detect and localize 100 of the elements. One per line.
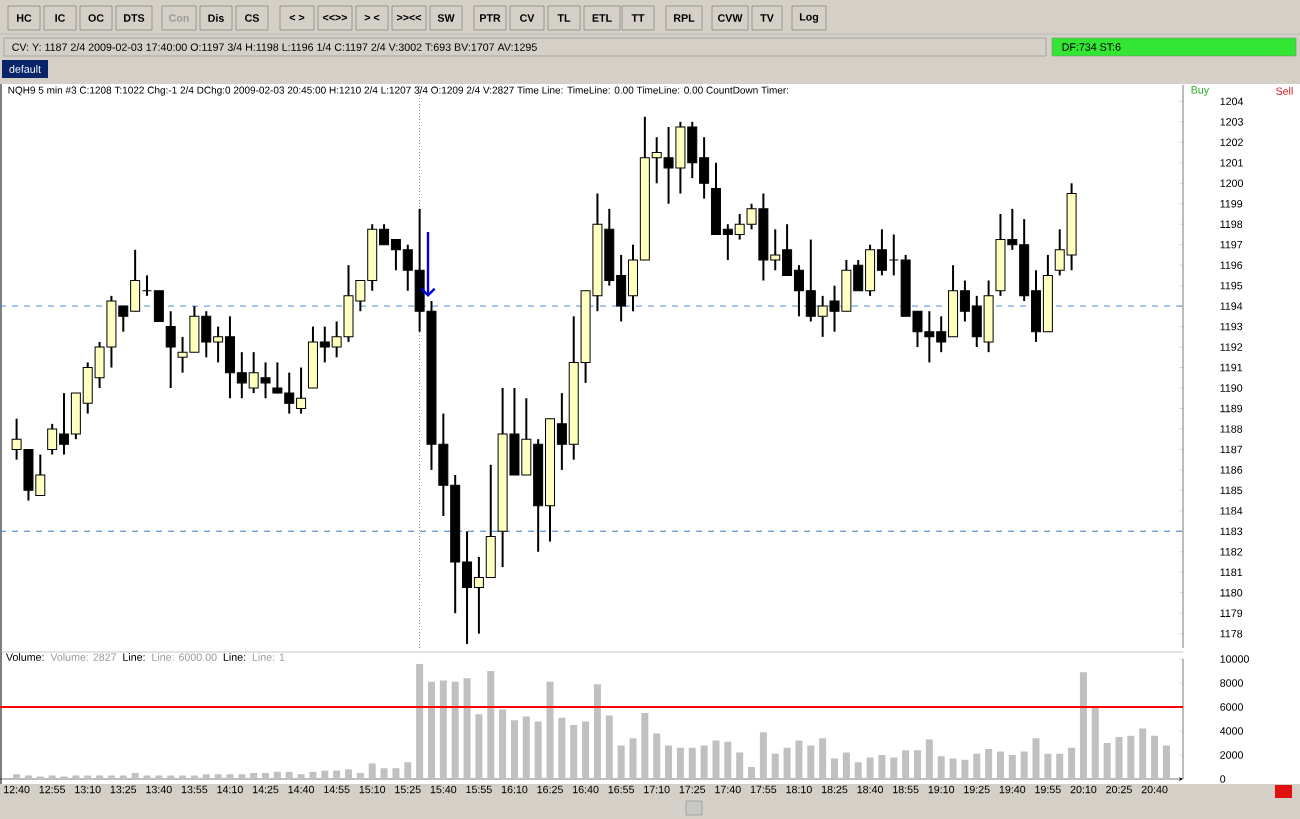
x-tick-label: 17:25 [679,785,706,794]
bar [427,681,435,780]
annotation: Line: [123,653,145,661]
x-tick-label: 13:25 [110,785,137,794]
bar [700,745,708,780]
x-tick-label: 15:40 [430,785,457,794]
bar [985,749,993,780]
y-tick-label: 1203 [1220,118,1243,126]
bar [1044,753,1052,780]
x-tick-label: 14:25 [253,785,279,794]
candlestick [473,555,484,635]
bar [771,753,779,780]
x-tick-label: 18:25 [821,785,848,794]
y-tick-label: 1187 [1220,445,1243,454]
x-tick-label: 19:40 [999,785,1026,794]
y-tick-label: 1204 [1220,97,1244,106]
bar [262,773,270,780]
text: > < [364,14,380,21]
bar [202,774,210,780]
x-tick-label: 16:10 [501,785,528,794]
bar [1032,738,1040,780]
y-tick-label: 1178 [1220,629,1243,638]
annotation: Line: [223,653,246,661]
bar [380,768,388,780]
bar [499,709,507,780]
bar [368,763,376,780]
y-tick-label: 1193 [1220,322,1243,331]
bar [238,774,246,780]
text: DF:734 ST:6 [1062,43,1121,51]
y-tick-label: 0 [1220,775,1226,783]
bar [1151,735,1159,780]
bar [72,775,80,780]
candlestick [722,223,733,262]
text: RPL [674,14,695,22]
bar [534,721,542,780]
bar [913,750,921,780]
bar [582,721,590,780]
y-tick-label: 1201 [1220,159,1243,167]
text: TL [557,14,571,22]
bar [48,775,56,780]
annotation: Volume: [5,653,44,661]
bar [13,774,21,780]
text: CV: Y: 1187 2/4 2009-02-03 17:40:00 O:1197 3/4 H:1198 L:1196 1/4 C:1197 2/4 V:3002 T:693 BV:1707 AV:1295 [12,43,537,51]
bar [404,762,412,780]
bar [902,750,910,780]
x-tick-label: 12:55 [39,785,66,794]
x-tick-label: 16:55 [608,785,635,794]
bar [831,758,839,780]
candlestick [390,238,401,272]
bar [712,740,720,780]
bar [285,771,293,780]
x-tick-label: 14:40 [288,785,315,794]
bar [451,681,459,780]
bar [131,773,139,780]
bar [1068,747,1076,780]
bar [214,774,222,780]
bar [250,773,258,780]
bar [119,775,127,780]
bar [1162,745,1170,780]
bar [925,739,933,780]
x-tick-label: 14:10 [217,785,243,794]
x-tick-label: 13:40 [146,785,172,794]
bar [463,678,471,780]
bar [1079,672,1087,780]
bar [641,713,649,780]
text: DTS [124,14,145,22]
y-tick-label: 6000 [1220,703,1244,711]
chart-title: NQH9 5 min #3 C:1208 T:1022 Chg:-1 2/4 DChg:0 2009-02-03 20:45:00 H:1210 2/4 L:1207 3/4 O:1209 2/4 V:2827 Time Line: TimeLine: 0.00 TimeLine: 0.00 CountDown Timer: [8,86,789,96]
y-tick-label: 10000 [1220,655,1249,663]
bar [676,747,684,780]
bar [475,714,483,780]
bar [629,738,637,780]
x-tick-label: 18:55 [893,785,919,794]
bar [1103,743,1111,780]
text: ETL [592,14,612,22]
y-tick-label: 1202 [1220,138,1243,147]
bar [937,756,945,780]
bar [1139,728,1147,780]
x-tick-label: 20:10 [1070,785,1097,794]
x-tick-label: 16:25 [537,785,563,794]
x-tick-label: 17:10 [644,785,670,794]
x-tick-label: 19:25 [964,785,990,794]
bar [605,715,613,780]
x-tick-label: 13:55 [181,785,208,794]
candlestick [793,264,804,318]
x-tick-label: 20:40 [1141,785,1168,794]
y-tick-label: 1196 [1220,261,1243,269]
text: <<>> [322,14,348,21]
bar [593,684,601,780]
bar [24,775,32,780]
x-tick-label: 19:55 [1035,785,1061,794]
bar [617,745,625,780]
y-tick-label: 1198 [1220,220,1243,228]
candlestick [236,351,247,400]
x-tick-label: 18:10 [786,785,812,794]
y-tick-label: 1190 [1220,384,1243,392]
x-tick-label: 17:40 [715,785,741,794]
bar [345,769,352,780]
text: HC [17,14,32,22]
text: Sell [1275,87,1293,95]
